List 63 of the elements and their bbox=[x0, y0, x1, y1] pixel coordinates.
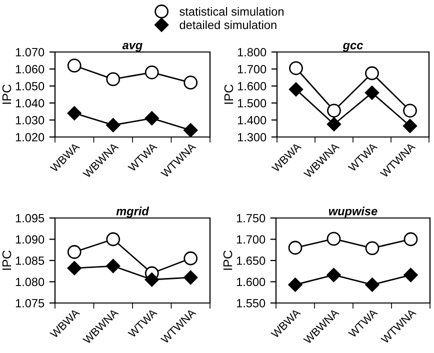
y-tick-label: 1.030 bbox=[16, 116, 44, 124]
y-axis-title: IPC bbox=[224, 84, 234, 104]
point bbox=[326, 232, 341, 246]
y-tick-label: 1.090 bbox=[16, 235, 44, 244]
point bbox=[67, 245, 82, 259]
point bbox=[288, 278, 302, 292]
point bbox=[144, 65, 159, 80]
point bbox=[289, 61, 303, 76]
point bbox=[364, 86, 380, 100]
point bbox=[404, 268, 418, 282]
y-axis-title: IPC bbox=[2, 84, 12, 104]
y-tick-label: 1.700 bbox=[236, 235, 266, 244]
y-tick-label: 1.070 bbox=[16, 48, 44, 56]
y-axis-title: IPC bbox=[223, 250, 232, 270]
point bbox=[184, 251, 198, 266]
point bbox=[365, 241, 380, 256]
point bbox=[327, 104, 341, 118]
y-tick-label: 1.050 bbox=[16, 82, 44, 90]
point bbox=[106, 118, 120, 132]
y-tick-label: 1.300 bbox=[238, 133, 266, 142]
y-tick-label: 1.085 bbox=[16, 256, 44, 265]
point bbox=[184, 123, 198, 137]
point bbox=[106, 232, 120, 246]
y-tick-label: 1.800 bbox=[238, 48, 266, 56]
y-tick-label: 1.650 bbox=[236, 256, 266, 265]
point bbox=[67, 261, 82, 276]
point bbox=[404, 232, 418, 246]
y-tick-label: 1.075 bbox=[16, 299, 44, 308]
point bbox=[67, 106, 82, 120]
point bbox=[106, 72, 120, 86]
y-tick-label: 1.095 bbox=[16, 214, 44, 222]
y-tick-label: 1.500 bbox=[238, 99, 266, 108]
y-tick-label: 1.700 bbox=[238, 65, 266, 74]
point bbox=[184, 76, 198, 90]
chart-title: avg bbox=[122, 42, 142, 52]
point bbox=[144, 111, 159, 126]
y-axis-title: IPC bbox=[2, 250, 12, 270]
y-tick-label: 1.400 bbox=[238, 116, 266, 124]
y-tick-label: 1.080 bbox=[16, 278, 44, 286]
point bbox=[326, 117, 342, 132]
y-tick-label: 1.750 bbox=[236, 214, 266, 222]
y-tick-label: 1.600 bbox=[236, 278, 266, 286]
y-tick-label: 1.060 bbox=[16, 65, 44, 74]
y-tick-label: 1.600 bbox=[238, 82, 266, 90]
legend-label: detailed simulation bbox=[180, 20, 276, 30]
point bbox=[288, 240, 302, 255]
chart-title: gcc bbox=[342, 42, 363, 52]
point bbox=[365, 66, 379, 80]
point bbox=[67, 58, 82, 73]
y-tick-label: 1.550 bbox=[236, 299, 266, 308]
point bbox=[402, 118, 418, 134]
point bbox=[288, 82, 304, 96]
point bbox=[365, 278, 380, 292]
chart-title: mgrid bbox=[116, 206, 150, 218]
y-tick-label: 1.040 bbox=[16, 99, 44, 108]
point bbox=[106, 258, 120, 274]
y-tick-label: 1.020 bbox=[16, 133, 44, 142]
point bbox=[403, 104, 417, 118]
point bbox=[144, 272, 159, 287]
chart-title: wupwise bbox=[328, 206, 378, 218]
point bbox=[326, 268, 341, 282]
legend-label: statistical simulation bbox=[180, 7, 284, 16]
point bbox=[184, 270, 198, 285]
